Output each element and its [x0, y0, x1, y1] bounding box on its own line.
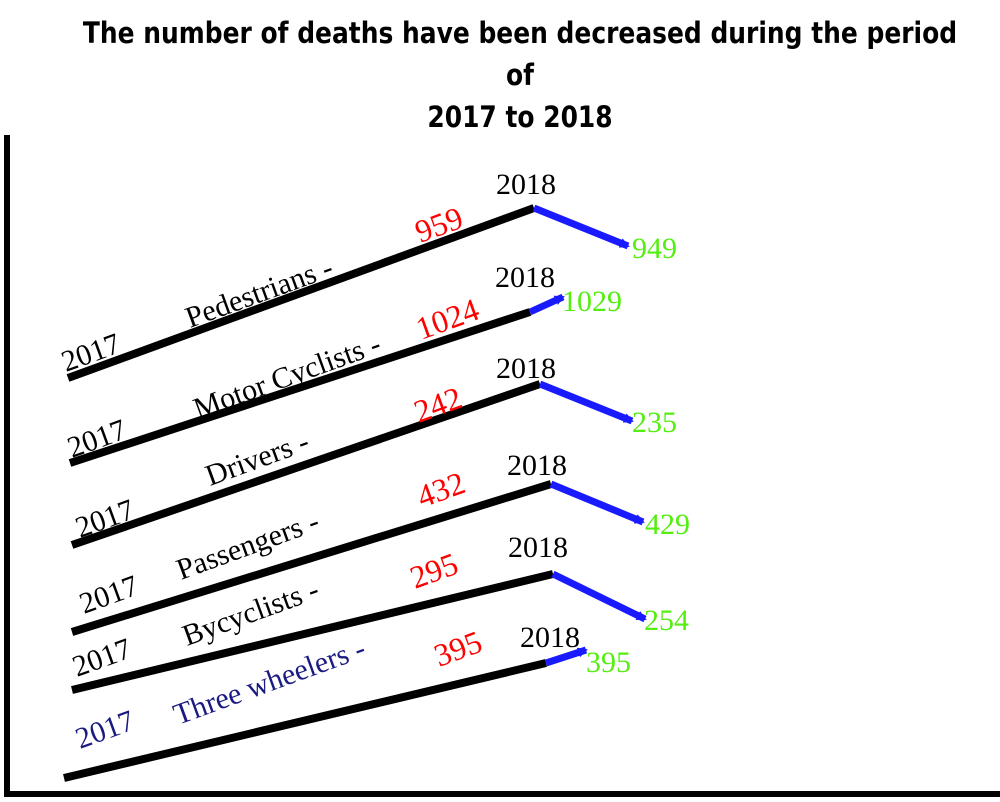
pedestrians-value-2017: 959	[410, 199, 467, 249]
drivers-value-2018: 235	[632, 406, 677, 439]
row-passengers: 2017 Passengers - 432 2018 429	[70, 449, 690, 636]
pedestrians-value-2018: 949	[632, 232, 677, 265]
three-wheelers-year-2017: 2017	[71, 704, 139, 756]
title-line-2: 2017 to 2018	[427, 100, 613, 134]
passengers-trend-arrow	[549, 480, 645, 526]
motor-cyclists-year-2018: 2018	[495, 261, 555, 294]
row-three-wheelers: 2017 Three wheelers - 395 2018 395	[63, 621, 631, 782]
bycyclists-value-2017: 295	[405, 545, 462, 595]
three-wheelers-trend-arrow	[544, 646, 588, 667]
row-drivers: 2017 Drivers - 242 2018 235	[70, 352, 677, 549]
three-wheelers-value-2017: 395	[429, 623, 486, 673]
diagram-title: The number of deaths have been decreased…	[73, 12, 967, 138]
motor-cyclists-label: Motor Cyclists -	[189, 327, 385, 425]
motor-cyclists-base-line	[68, 308, 532, 467]
pedestrians-base-line	[66, 204, 536, 382]
three-wheelers-base-line	[63, 659, 547, 782]
motor-cyclists-trend-arrow	[528, 293, 565, 316]
passengers-base-line	[70, 480, 553, 636]
title-line-1: The number of deaths have been decreased…	[82, 16, 958, 92]
bycyclists-base-line	[71, 570, 554, 694]
drivers-value-2017: 242	[409, 379, 466, 429]
three-wheelers-value-2018: 395	[586, 646, 631, 679]
motor-cyclists-value-2018: 1029	[562, 285, 622, 318]
pedestrians-year-2018: 2018	[496, 168, 556, 201]
drivers-base-line	[70, 380, 542, 549]
pedestrians-trend-arrow	[532, 204, 630, 250]
drivers-year-2018: 2018	[496, 352, 556, 385]
bycyclists-trend-arrow	[551, 570, 647, 623]
bycyclists-year-2018: 2018	[508, 531, 568, 564]
passengers-value-2017: 432	[412, 464, 469, 514]
pedestrians-label: Pedestrians -	[181, 251, 337, 335]
drivers-trend-arrow	[538, 380, 634, 425]
bycyclists-label: Bycyclists -	[178, 573, 323, 653]
bycyclists-value-2018: 254	[644, 604, 689, 637]
passengers-value-2018: 429	[645, 508, 690, 541]
passengers-year-2018: 2018	[507, 449, 567, 482]
three-wheelers-year-2018: 2018	[520, 621, 580, 654]
